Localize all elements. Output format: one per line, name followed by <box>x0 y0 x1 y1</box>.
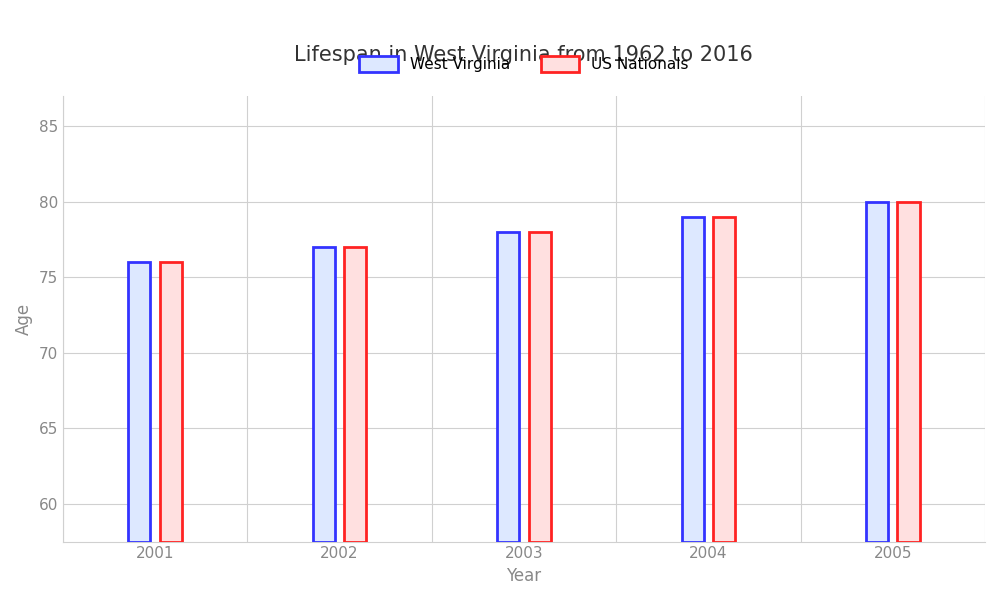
Legend: West Virginia, US Nationals: West Virginia, US Nationals <box>353 50 695 78</box>
Bar <box>128 262 150 542</box>
X-axis label: Year: Year <box>506 567 541 585</box>
Bar <box>497 232 519 542</box>
Bar <box>682 217 704 542</box>
Y-axis label: Age: Age <box>15 302 33 335</box>
Bar <box>529 232 551 542</box>
Title: Lifespan in West Virginia from 1962 to 2016: Lifespan in West Virginia from 1962 to 2… <box>294 45 753 65</box>
Bar <box>344 247 366 542</box>
Bar <box>160 262 182 542</box>
Bar <box>713 217 735 542</box>
Bar <box>313 247 335 542</box>
Bar <box>897 202 920 542</box>
Bar <box>866 202 888 542</box>
